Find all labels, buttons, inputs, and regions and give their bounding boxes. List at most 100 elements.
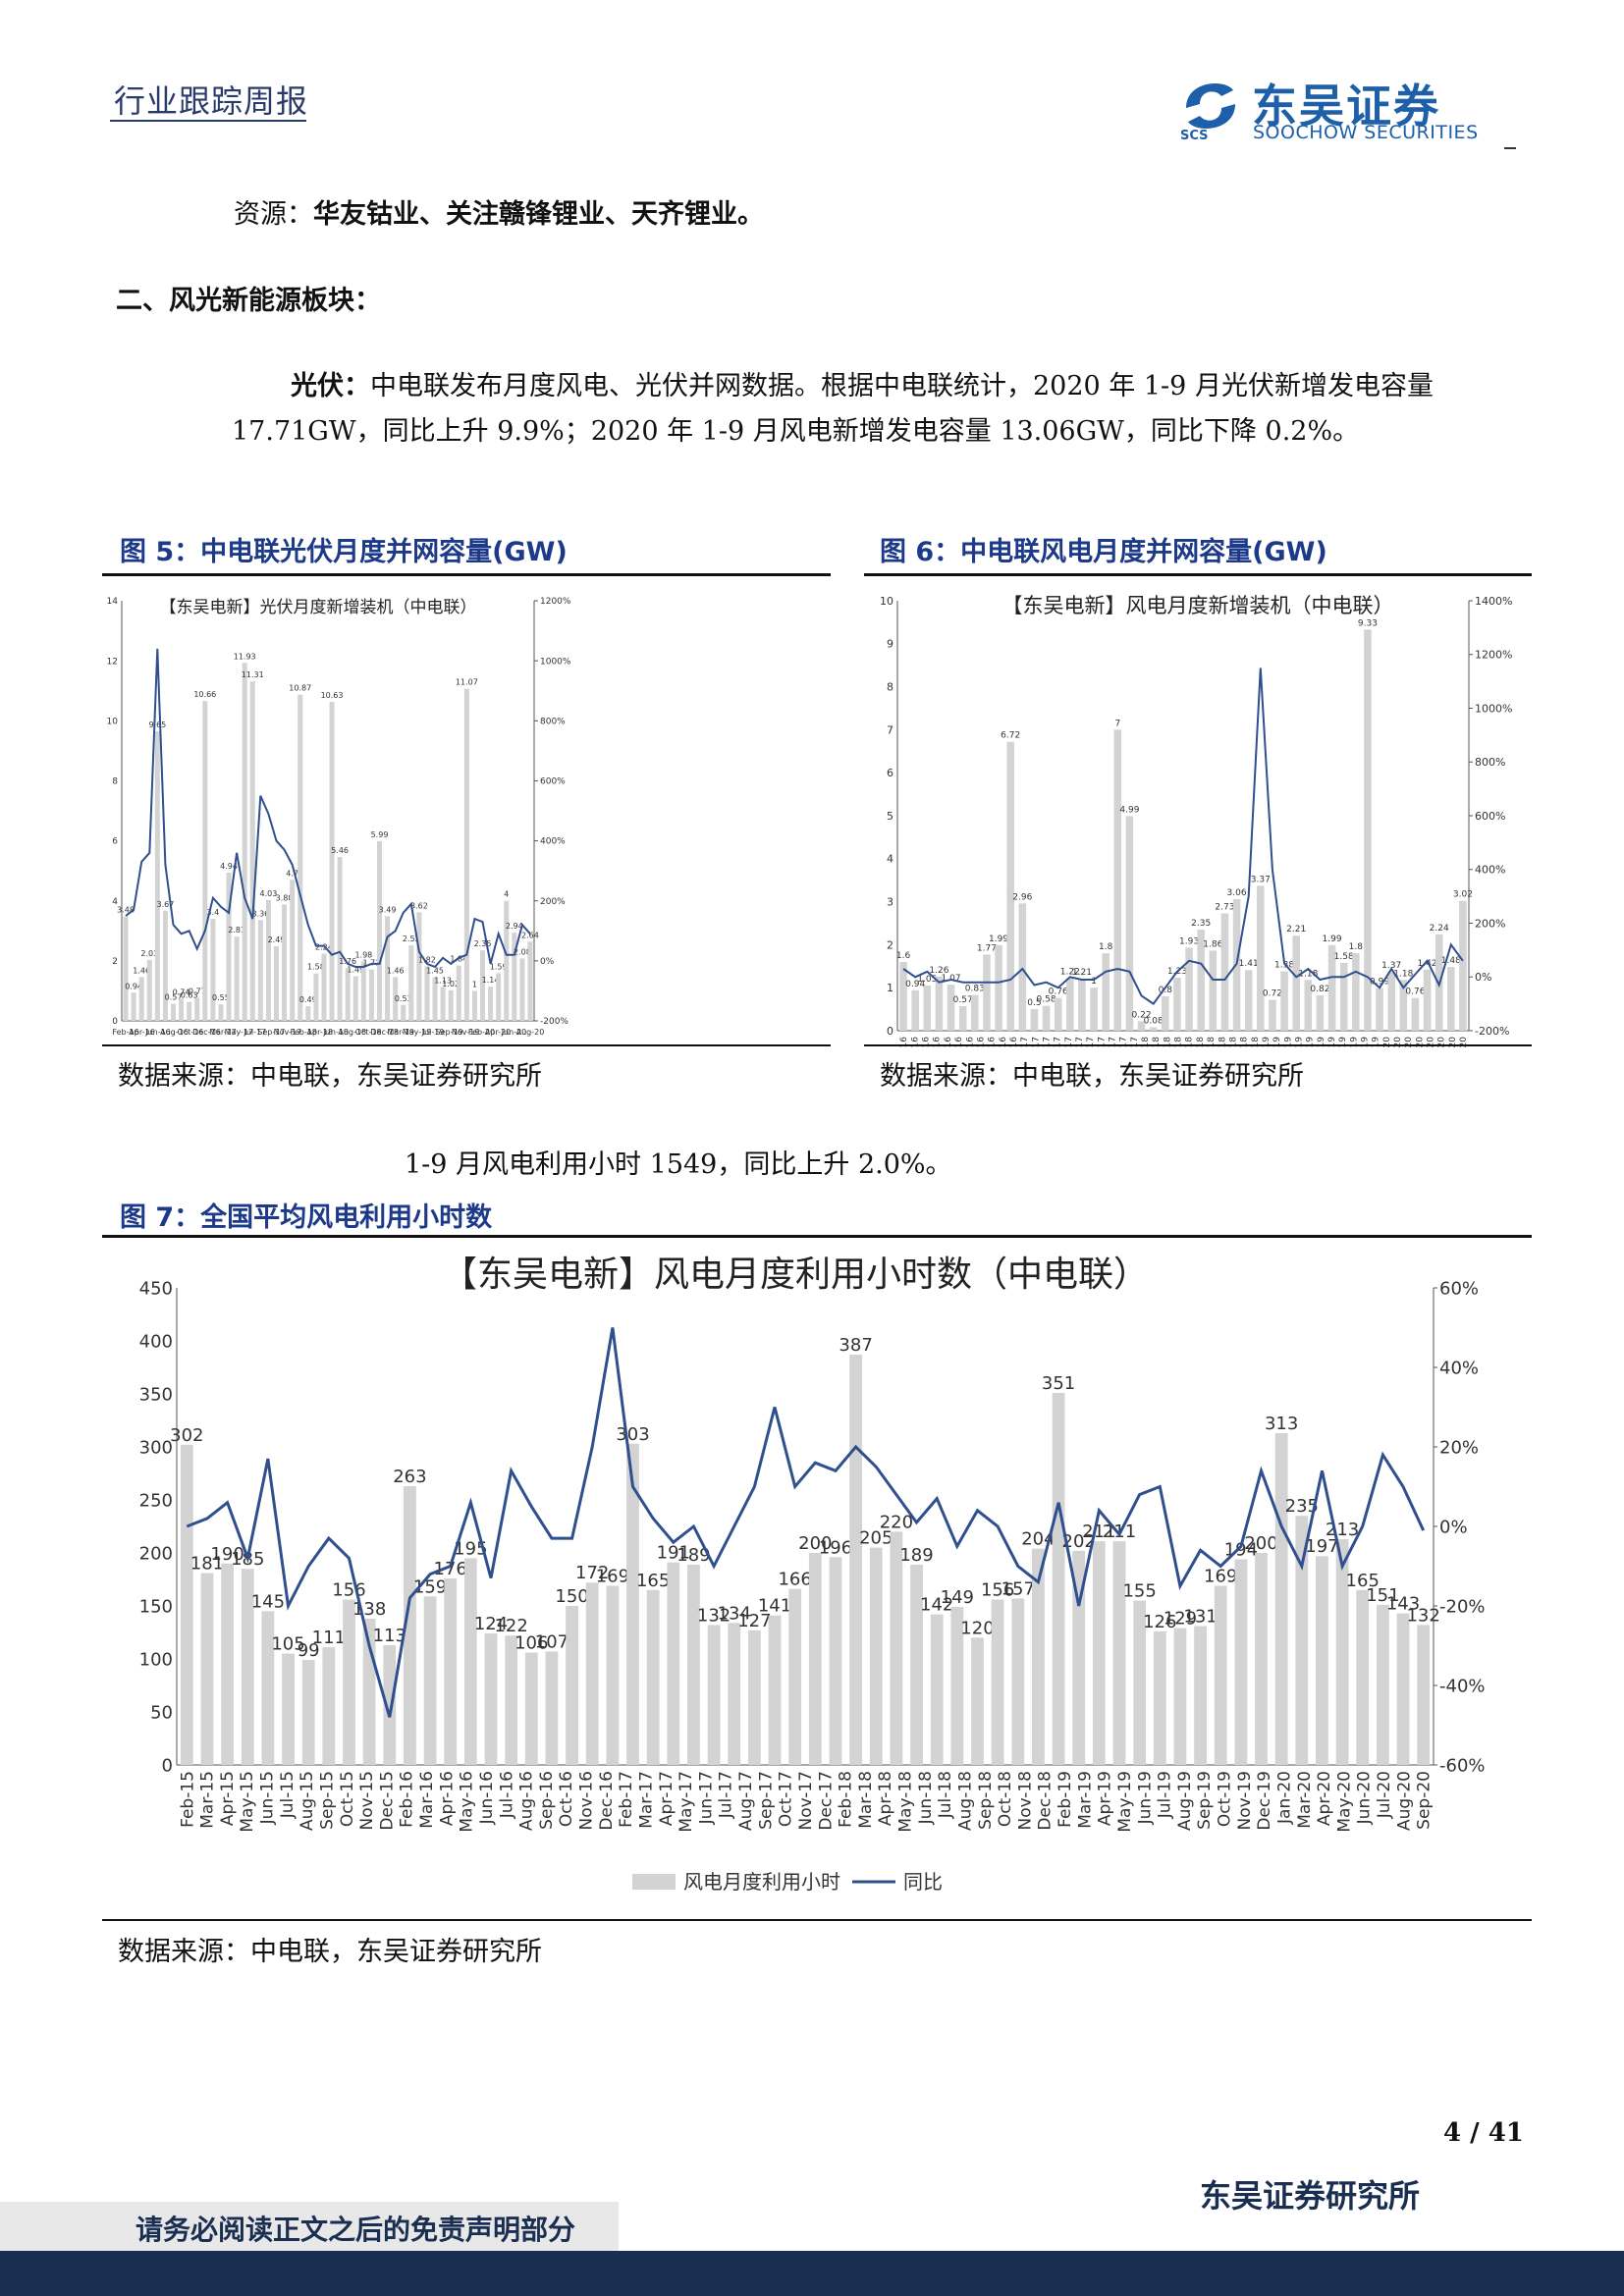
bar-data-label: 191 — [657, 1543, 690, 1564]
bar-data-label: 1.42 — [1418, 959, 1437, 969]
bar — [448, 989, 454, 1021]
bar — [194, 997, 200, 1021]
bar-data-label: 1.86 — [1203, 940, 1222, 950]
y-tick-label: 50 — [150, 1702, 173, 1723]
bar-data-label: 10.87 — [289, 684, 311, 693]
bar-data-label: 1.77 — [977, 943, 997, 953]
bar — [401, 1004, 406, 1021]
bar — [440, 987, 446, 1021]
bar-data-label: 1.98 — [354, 950, 372, 959]
footer-institute: 东吴证券研究所 — [1200, 2177, 1421, 2215]
bar — [626, 1443, 639, 1765]
legend-line-label: 同比 — [903, 1870, 943, 1894]
x-tick-label: Mar-18 — [856, 1771, 876, 1829]
bar-data-label: 7 — [1114, 719, 1120, 728]
bar-data-label: 2.64 — [521, 931, 539, 939]
fig6-chart: 【东吴电新】风电月度新增装机（中电联） 0 1 2 3 4 5 6 7 8 9 10 -200% 0% 20… — [880, 594, 1512, 1048]
bar — [1185, 947, 1193, 1031]
bar-data-label: 5.46 — [331, 846, 349, 855]
fig7-chart: 【东吴电新】风电月度利用小时数（中电联） 0 50 100 150 200 250 300 35… — [139, 1255, 1486, 1894]
bar-data-label: 2.03 — [140, 949, 158, 958]
bar — [1417, 1625, 1431, 1765]
bar — [1280, 971, 1288, 1031]
bar-data-label: 1.14 — [482, 976, 500, 985]
bar-data-label: 113 — [373, 1626, 406, 1646]
y2-tick-label: 0% — [1439, 1517, 1468, 1537]
y2-tick-label: -60% — [1439, 1755, 1486, 1776]
bar — [910, 1564, 923, 1765]
bar — [265, 899, 271, 1021]
bar — [1295, 1516, 1309, 1765]
bar — [1396, 1613, 1410, 1765]
bar — [463, 1558, 477, 1765]
logo-text-cn: 东吴证券 — [1252, 80, 1440, 133]
y2-tick-label: 0% — [540, 957, 555, 967]
x-tick-label: Jul-19 — [1317, 1037, 1326, 1048]
y-tick-label: 8 — [112, 777, 118, 787]
x-tick-label: Mar-17 — [1031, 1037, 1041, 1048]
bar — [983, 954, 991, 1031]
x-tick-label: Aug-19 — [1175, 1771, 1195, 1831]
bar-data-label: 197 — [1305, 1536, 1338, 1557]
bar — [298, 694, 303, 1021]
bar-data-label: 1.37 — [1381, 961, 1401, 971]
page-number: 4 / 41 — [1443, 2118, 1524, 2148]
bar — [496, 973, 502, 1021]
bar-data-label: 156 — [981, 1580, 1014, 1601]
bar — [923, 986, 932, 1031]
bar — [337, 857, 343, 1021]
bar-data-label: 5.99 — [371, 830, 389, 839]
y2-tick-label: 800% — [540, 717, 566, 726]
fig7-source: 数据来源：中电联，东吴证券研究所 — [118, 1937, 542, 1967]
y2-tick-label: 1200% — [1475, 649, 1512, 662]
x-tick-label: Jun-18 — [1185, 1037, 1195, 1048]
y2-tick-label: 200% — [1475, 917, 1505, 930]
bar-data-label: 4.94 — [220, 862, 238, 871]
bar-data-label: 1.99 — [989, 934, 1008, 944]
bar-data-label: 166 — [778, 1570, 811, 1590]
bar-data-label: 99 — [298, 1640, 320, 1661]
bar-data-label: 211 — [1082, 1522, 1115, 1542]
x-tick-label: Apr-18 — [1163, 1037, 1172, 1048]
bar — [1387, 971, 1395, 1031]
bar — [261, 1611, 275, 1765]
fig5-top-rule — [102, 573, 831, 576]
yoy-line — [902, 667, 1464, 1005]
bar-data-label: 1.99 — [1323, 934, 1342, 944]
bar-data-label: 1 — [472, 980, 477, 988]
chart-title: 【东吴电新】光伏月度新增装机（中电联） — [160, 598, 477, 617]
bar-data-label: 155 — [1122, 1581, 1156, 1602]
bar — [950, 1607, 964, 1765]
bar-data-label: 1.22 — [1060, 968, 1080, 978]
bar-data-label: 122 — [494, 1616, 527, 1636]
bar-data-label: 3.67 — [157, 900, 175, 909]
x-tick-label: Mar-18 — [1152, 1037, 1162, 1048]
x-tick-label: Oct-19 — [1349, 1037, 1359, 1048]
bar-data-label: 10.66 — [193, 690, 216, 699]
bar — [519, 958, 525, 1021]
y2-tick-label: -20% — [1439, 1596, 1486, 1617]
bar-data-label: 0.8 — [1159, 986, 1173, 995]
y2-tick-label: 1400% — [1475, 595, 1512, 608]
bar-data-label: 1.76 — [339, 957, 356, 966]
bar — [1269, 999, 1276, 1031]
x-tick-label: Dec-19 — [1255, 1771, 1274, 1831]
bar — [1137, 1021, 1146, 1031]
bar-data-label: 213 — [1326, 1520, 1359, 1540]
bar — [343, 1599, 355, 1765]
bar-data-label: 200 — [1244, 1533, 1277, 1554]
bar — [1292, 935, 1300, 1031]
pv-line-1: 光伏：中电联发布月度风电、光伏并网数据。根据中电联统计，2020 年 1-9 月… — [291, 362, 1434, 411]
x-tick-label: Oct-16 — [557, 1771, 576, 1827]
bar-data-label: 3.02 — [1453, 890, 1473, 900]
bar — [385, 916, 391, 1021]
bar-data-label: 111 — [312, 1628, 346, 1648]
bar-data-label: 0.53 — [395, 994, 412, 1003]
bar-data-label: 2.35 — [474, 939, 492, 948]
bar — [768, 1615, 782, 1765]
x-tick-label: Jul-17 — [243, 1028, 266, 1037]
bar-data-label: 9.65 — [148, 721, 166, 729]
bar — [282, 904, 288, 1021]
x-tick-label: Aug-18 — [1207, 1037, 1217, 1048]
bar — [1149, 1027, 1158, 1031]
